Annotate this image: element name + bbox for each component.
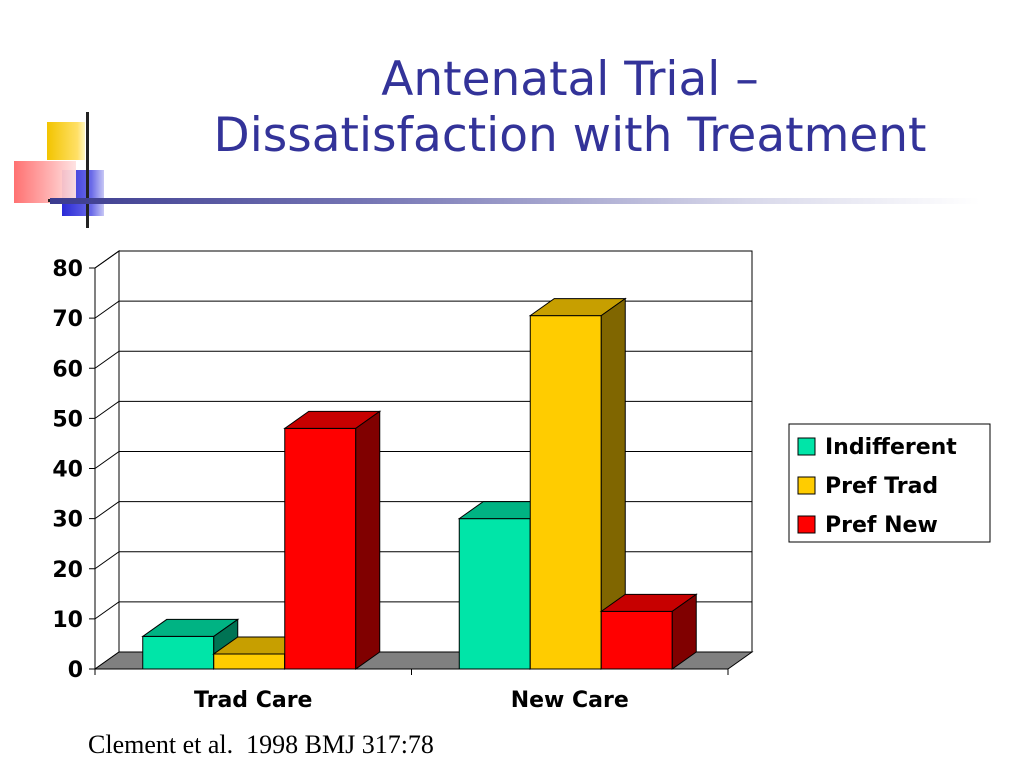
logo-yellow-square — [47, 122, 85, 160]
y-tick-label: 50 — [52, 407, 83, 432]
y-tick-label: 70 — [52, 307, 83, 332]
y-tick-label: 80 — [52, 257, 83, 282]
bar-side — [355, 410, 381, 670]
title-underline — [50, 198, 980, 204]
x-category-label: Trad Care — [194, 688, 312, 713]
legend-swatch — [797, 515, 816, 534]
bar — [529, 315, 602, 670]
y-tick-label: 40 — [52, 458, 83, 483]
bar — [142, 635, 215, 670]
gridline — [94, 250, 752, 269]
gridline — [94, 300, 752, 319]
bar — [284, 427, 357, 670]
y-tick-label: 0 — [68, 658, 83, 683]
legend-label: Indifferent — [825, 435, 957, 460]
y-tick-label: 10 — [52, 608, 83, 633]
legend-swatch — [797, 476, 816, 495]
x-category-label: New Care — [511, 688, 629, 713]
logo-vertical-line — [86, 112, 89, 228]
bar — [600, 610, 673, 670]
legend-swatch — [797, 437, 816, 456]
bar-side — [671, 593, 697, 670]
bar — [458, 518, 531, 670]
logo-red-square — [14, 161, 76, 203]
y-tick-label: 60 — [52, 357, 83, 382]
slide-title: Antenatal Trial – Dissatisfaction with T… — [150, 52, 990, 164]
legend-label: Pref Trad — [825, 474, 938, 499]
legend-label: Pref New — [825, 513, 938, 538]
title-line-2: Dissatisfaction with Treatment — [213, 108, 927, 163]
y-tick-label: 20 — [52, 558, 83, 583]
decorative-logo — [0, 100, 150, 230]
title-line-1: Antenatal Trial – — [381, 52, 759, 107]
bar — [213, 653, 286, 670]
legend-box — [788, 423, 991, 543]
y-tick-label: 30 — [52, 508, 83, 533]
source-citation: Clement et al. 1998 BMJ 317:78 — [88, 730, 434, 759]
